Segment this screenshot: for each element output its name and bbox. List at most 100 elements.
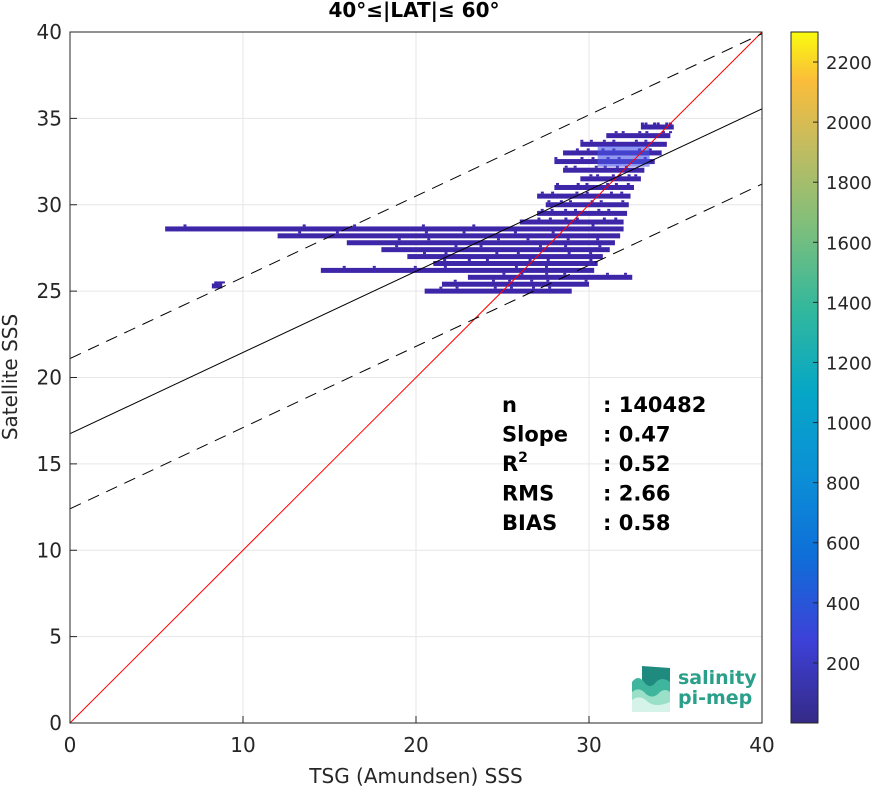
density-row-6 — [580, 176, 641, 182]
density-speck — [554, 157, 558, 160]
density-speck — [645, 131, 649, 134]
x-tick-label-3: 30 — [576, 733, 601, 757]
density-speck — [413, 265, 417, 268]
density-row-1 — [606, 133, 671, 139]
stat-value-r: : 0.52 — [603, 452, 671, 476]
density-speck — [589, 139, 593, 142]
density-speck — [589, 174, 593, 177]
density-speck — [353, 224, 357, 227]
density-row-19 — [467, 274, 633, 280]
density-speck — [605, 272, 609, 275]
density-speck — [559, 200, 563, 203]
density-speck — [644, 122, 648, 125]
density-speck — [551, 231, 555, 234]
density-speck — [640, 122, 644, 125]
density-speck — [594, 165, 598, 168]
density-row-12 — [165, 226, 624, 232]
density-speck — [544, 265, 548, 268]
density-speck — [585, 191, 589, 194]
x-axis-ticks: 0 10 20 30 40 — [64, 716, 775, 757]
colorbar-tick-label-1: 400 — [826, 594, 860, 615]
density-speck — [395, 245, 399, 248]
density-speck — [573, 165, 577, 168]
density-row-5 — [563, 167, 645, 173]
density-speck — [614, 217, 618, 220]
density-speck — [584, 279, 588, 282]
density-row-10 — [537, 210, 628, 216]
x-tick-label-4: 40 — [749, 733, 774, 757]
x-tick-label-2: 20 — [403, 733, 428, 757]
density-speck — [612, 139, 616, 142]
colorbar-tick-label-2: 600 — [826, 534, 860, 555]
density-speck — [564, 165, 568, 168]
density-speck — [546, 279, 550, 282]
density-speck — [540, 208, 544, 211]
density-speck — [443, 258, 447, 261]
density-speck — [509, 286, 513, 289]
density-speck — [614, 131, 618, 134]
density-speck — [540, 191, 544, 194]
density-speck — [580, 157, 584, 160]
density-speck — [530, 279, 534, 282]
colorbar — [790, 31, 819, 724]
density-row-22 — [211, 283, 223, 289]
density-speck — [421, 224, 425, 227]
density-speck — [576, 182, 580, 185]
density-speck — [397, 238, 401, 241]
density-speck — [548, 286, 552, 289]
density-speck — [496, 238, 500, 241]
density-speck — [455, 286, 459, 289]
density-speck — [564, 217, 568, 220]
density-speck — [550, 208, 554, 211]
density-speck — [567, 252, 571, 255]
density-speck — [454, 245, 458, 248]
density-speck — [638, 131, 642, 134]
stat-value-slope: : 0.47 — [603, 423, 671, 447]
density-speck — [648, 148, 652, 151]
density-row-21 — [424, 288, 572, 294]
density-speck — [183, 224, 187, 227]
density-speck — [620, 191, 624, 194]
density-core — [597, 146, 650, 167]
density-speck — [569, 200, 573, 203]
density-speck — [621, 200, 625, 203]
density-speck — [298, 231, 302, 234]
density-row-17 — [433, 260, 598, 266]
density-speck — [537, 217, 541, 220]
chart-title: 40°≤|LAT|≤ 60° — [328, 0, 499, 22]
density-speck — [546, 258, 550, 261]
density-speck — [443, 265, 447, 268]
stat-value-rms: : 2.66 — [603, 482, 671, 506]
density-speck — [462, 231, 466, 234]
line-fit-2-rms — [70, 33, 762, 359]
density-speck — [514, 265, 518, 268]
x-axis-label: TSG (Amundsen) SSS — [308, 764, 522, 788]
density-row-20 — [441, 281, 589, 287]
stat-label-rms: RMS — [502, 482, 554, 506]
line-fit-2-rms — [70, 183, 762, 510]
density-speck — [669, 131, 673, 134]
density-speck — [548, 217, 552, 220]
density-speck — [439, 286, 443, 289]
density-speck — [531, 286, 535, 289]
density-speck — [528, 258, 532, 261]
density-speck — [342, 265, 346, 268]
line-regression-fit — [70, 108, 762, 435]
density-speck — [644, 139, 648, 142]
density-speck — [493, 286, 497, 289]
density-speck — [575, 148, 579, 151]
colorbar-tick-label-3: 800 — [826, 474, 860, 495]
y-axis-ticks: 0 5 10 15 20 25 30 35 40 — [37, 20, 77, 735]
density-speck — [602, 217, 606, 220]
reference-lines — [70, 32, 762, 723]
density-speck — [472, 224, 476, 227]
density-speck — [626, 182, 630, 185]
y-axis-label: Satellite SSS — [0, 314, 22, 440]
wave-icon — [632, 666, 670, 712]
density-speck — [611, 174, 615, 177]
density-speck — [491, 279, 495, 282]
density-speck — [566, 238, 570, 241]
density-speck — [221, 281, 225, 284]
colorbar-tick-label-0: 200 — [826, 654, 860, 675]
